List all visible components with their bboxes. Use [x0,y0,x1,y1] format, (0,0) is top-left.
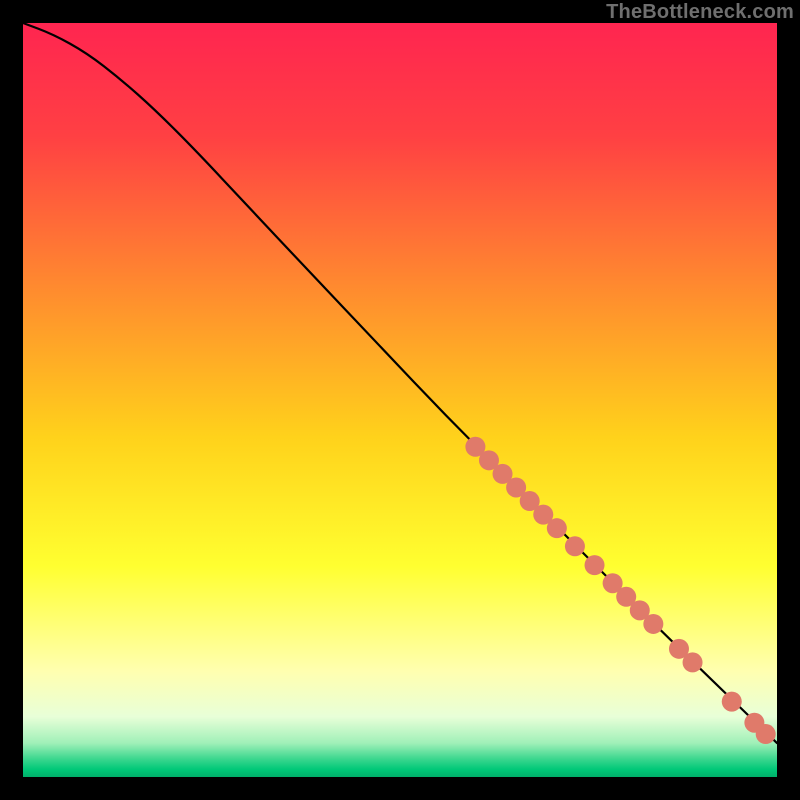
plot-background [23,23,777,777]
data-marker [565,536,585,556]
data-marker [756,724,776,744]
data-marker [683,652,703,672]
chart-stage: TheBottleneck.com [0,0,800,800]
data-marker [722,692,742,712]
watermark-text: TheBottleneck.com [606,1,794,24]
data-marker [585,555,605,575]
data-marker [643,614,663,634]
data-marker [547,518,567,538]
chart-svg [0,0,800,800]
